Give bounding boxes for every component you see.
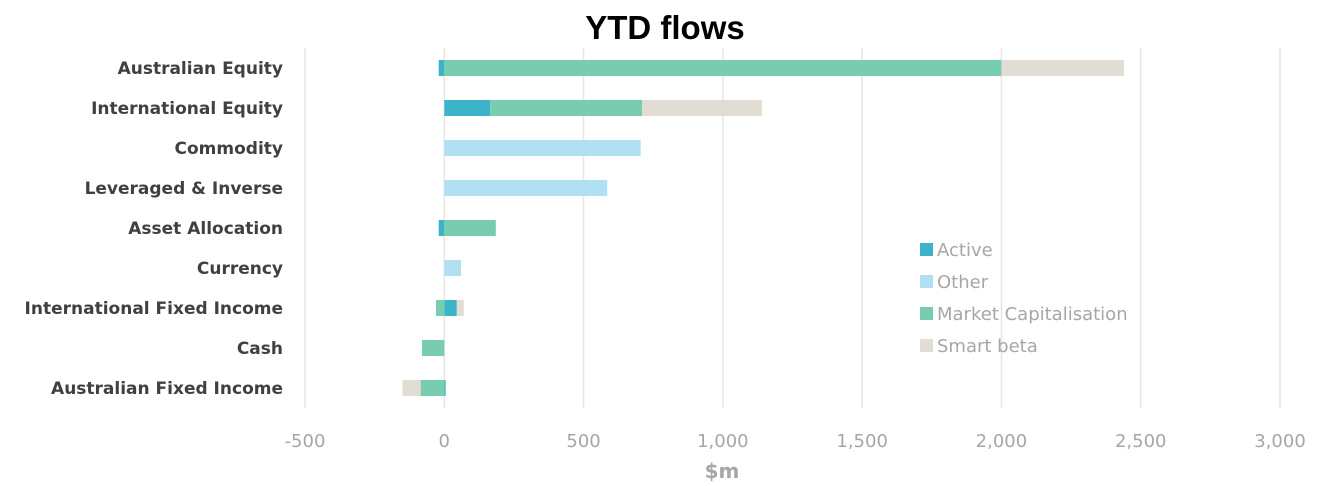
bar-australian-fixed-income-active — [444, 380, 446, 396]
x-tick-label: 1,500 — [836, 431, 888, 452]
x-tick-label: -500 — [285, 431, 326, 452]
legend-item-market-capitalisation: Market Capitalisation — [920, 304, 1128, 325]
x-tick-label: 1,000 — [697, 431, 749, 452]
category-label-asset-allocation: Asset Allocation — [128, 219, 283, 239]
legend-label: Smart beta — [937, 336, 1038, 357]
category-label-cash: Cash — [237, 339, 283, 359]
bar-australian-equity-active — [438, 60, 445, 76]
category-label-australian-equity: Australian Equity — [118, 59, 283, 79]
bar-leveraged-and-inverse-other — [444, 180, 608, 196]
category-label-international-fixed-income: International Fixed Income — [25, 299, 283, 319]
bar-cash-market-capitalisation — [422, 340, 445, 356]
bar-international-equity-market-capitalisation — [490, 100, 643, 116]
category-labels: Australian Equity International Equity Com… — [25, 59, 283, 399]
category-label-leveraged-and-inverse: Leveraged & Inverse — [85, 179, 283, 199]
x-tick-label: 500 — [566, 431, 600, 452]
bar-currency-other — [444, 260, 461, 276]
x-tick-label: 2,000 — [976, 431, 1028, 452]
legend-item-other: Other — [920, 272, 989, 293]
legend-item-smart-beta: Smart beta — [920, 336, 1038, 357]
bar-australian-fixed-income-market-capitalisation — [420, 380, 445, 396]
category-label-currency: Currency — [197, 259, 283, 279]
legend-swatch — [920, 307, 933, 320]
bar-international-fixed-income-market-capitalisation — [435, 300, 445, 316]
x-tick-label: 0 — [439, 431, 450, 452]
legend-swatch — [920, 275, 933, 288]
category-label-australian-fixed-income: Australian Fixed Income — [51, 379, 283, 399]
chart-title: YTD flows — [585, 9, 745, 46]
bar-australian-equity-market-capitalisation — [444, 60, 1002, 76]
legend-label: Market Capitalisation — [937, 304, 1128, 325]
legend: Active Other Market Capitalisation Smart be… — [920, 240, 1128, 357]
bar-australian-fixed-income-smart-beta — [402, 380, 421, 396]
x-tick-labels: -500 0 500 1,000 1,500 2,000 2,500 3,000 — [285, 431, 1306, 452]
bar-international-equity-smart-beta — [642, 100, 762, 116]
legend-label: Active — [937, 240, 993, 261]
bar-commodity-other — [444, 140, 641, 156]
bar-international-fixed-income-active — [444, 300, 457, 316]
bar-asset-allocation-active — [438, 220, 445, 236]
bar-international-equity-active — [444, 100, 491, 116]
x-tick-label: 3,000 — [1254, 431, 1306, 452]
bar-international-fixed-income-smart-beta — [456, 300, 464, 316]
legend-label: Other — [937, 272, 989, 293]
legend-item-active: Active — [920, 240, 993, 261]
bar-australian-equity-smart-beta — [1001, 60, 1124, 76]
x-axis-title: $m — [705, 459, 740, 483]
legend-swatch — [920, 243, 933, 256]
x-tick-label: 2,500 — [1115, 431, 1167, 452]
category-label-commodity: Commodity — [175, 139, 283, 159]
bars — [402, 60, 1124, 396]
legend-swatch — [920, 339, 933, 352]
bar-asset-allocation-market-capitalisation — [444, 220, 496, 236]
category-label-international-equity: International Equity — [91, 99, 283, 119]
